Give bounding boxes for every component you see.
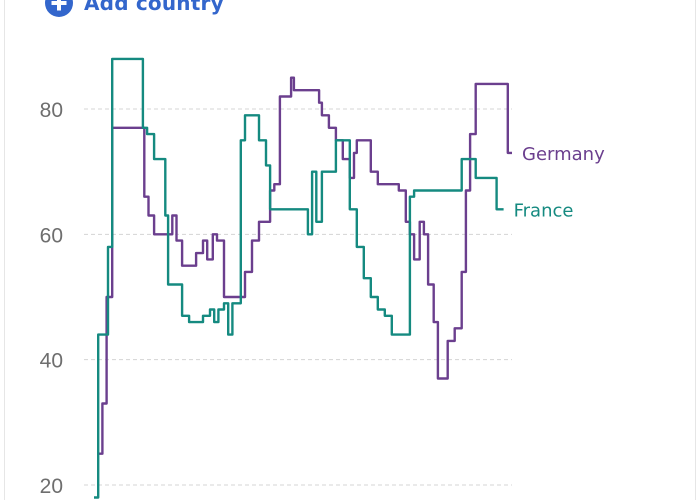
series-line-france <box>94 57 504 499</box>
series-label-germany: Germany <box>522 144 605 165</box>
series-label-france: France <box>514 200 574 221</box>
add-country-label: Add country <box>84 0 224 15</box>
add-country-button[interactable]: Add country <box>44 0 224 18</box>
y-tick-label-40: 40 <box>40 350 63 373</box>
y-tick-label-20: 20 <box>40 475 63 498</box>
plus-circle-icon <box>45 0 73 17</box>
series-line-germany <box>98 76 512 455</box>
y-tick-label-60: 60 <box>40 224 63 247</box>
card-left-border <box>4 0 5 500</box>
card-right-border <box>695 0 696 500</box>
y-tick-label-80: 80 <box>40 99 63 122</box>
